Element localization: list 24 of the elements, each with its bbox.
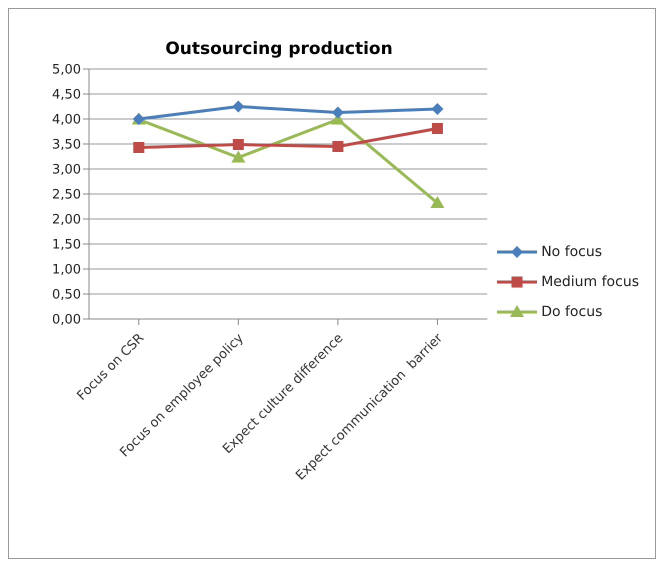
y-tick-label: 3,00 [52, 162, 81, 178]
y-tick-label: 4,00 [52, 112, 81, 128]
chart-title: Outsourcing production [164, 39, 394, 59]
y-tick-label: 2,00 [52, 212, 81, 228]
y-tick-label: 2,50 [52, 188, 81, 203]
point [332, 106, 344, 118]
legend-label: Medium focus [541, 274, 639, 290]
legend-label: No focus [541, 244, 602, 260]
y-tick-label: 3,50 [52, 138, 81, 153]
point [133, 142, 144, 153]
y-tick-label: 4,50 [52, 88, 81, 103]
y-tick-label: 5,00 [52, 62, 81, 78]
point [232, 100, 244, 112]
y-tick-label: 1,00 [52, 262, 81, 278]
point [431, 103, 444, 115]
point [332, 141, 344, 152]
y-tick-label: 1,50 [52, 238, 81, 253]
y-tick-label: 0,00 [52, 312, 81, 328]
point [430, 196, 444, 208]
y-tick-label: 0,50 [52, 288, 81, 303]
point [231, 150, 246, 162]
point [232, 139, 244, 150]
legend-label: Do focus [541, 304, 602, 320]
point [432, 123, 443, 134]
